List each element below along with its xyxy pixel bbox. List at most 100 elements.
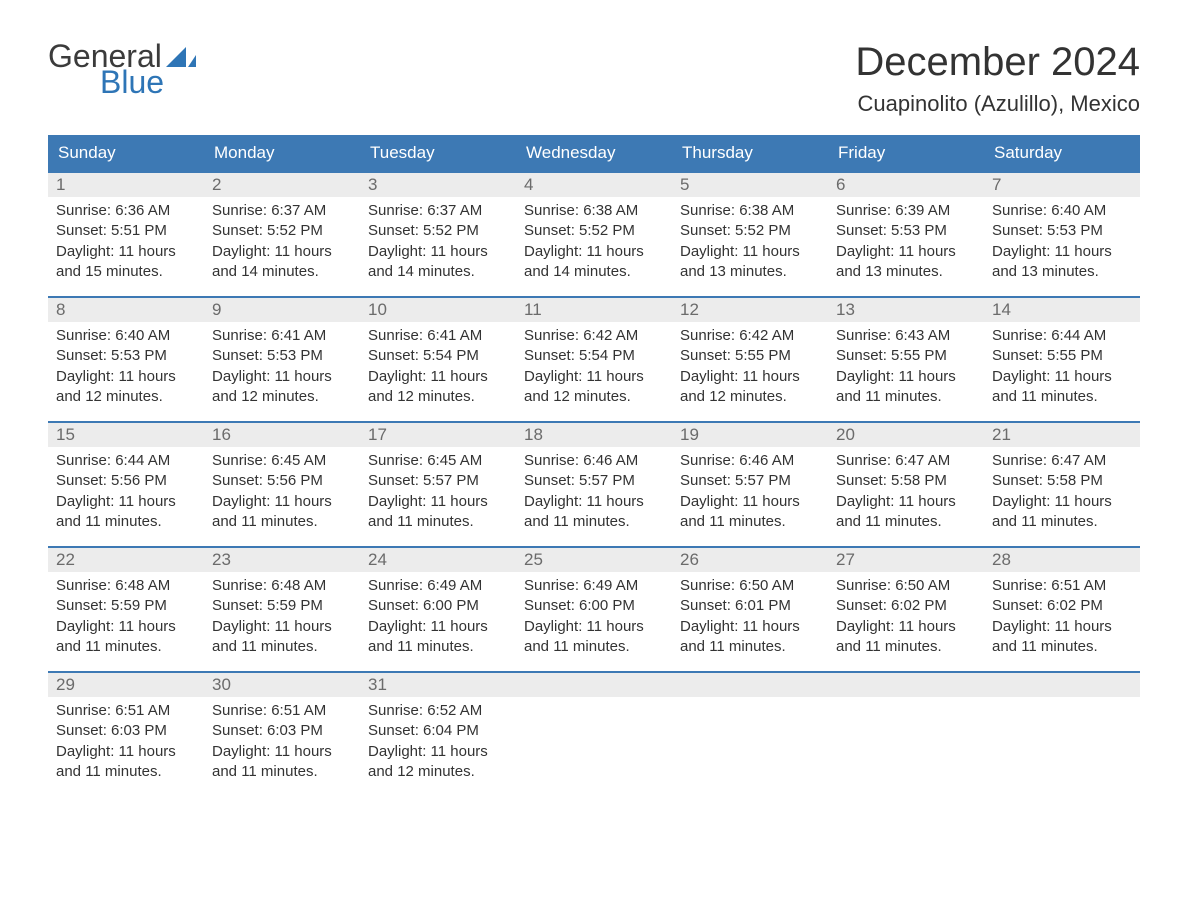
- day-details: Sunrise: 6:42 AMSunset: 5:55 PMDaylight:…: [672, 322, 828, 407]
- day-number: 18: [516, 423, 672, 447]
- daylight-line: Daylight: 11 hours and 11 minutes.: [212, 492, 352, 533]
- calendar-day: 2Sunrise: 6:37 AMSunset: 5:52 PMDaylight…: [204, 173, 360, 296]
- daylight-line: Daylight: 11 hours and 12 minutes.: [680, 367, 820, 408]
- daylight-line: Daylight: 11 hours and 15 minutes.: [56, 242, 196, 283]
- day-number: 19: [672, 423, 828, 447]
- sunrise-line: Sunrise: 6:47 AM: [836, 451, 976, 471]
- daylight-line: Daylight: 11 hours and 11 minutes.: [368, 617, 508, 658]
- day-number: [672, 673, 828, 697]
- calendar-day: 12Sunrise: 6:42 AMSunset: 5:55 PMDayligh…: [672, 298, 828, 421]
- calendar-day: 22Sunrise: 6:48 AMSunset: 5:59 PMDayligh…: [48, 548, 204, 671]
- daylight-line: Daylight: 11 hours and 14 minutes.: [524, 242, 664, 283]
- day-details: [516, 697, 672, 701]
- day-number: 4: [516, 173, 672, 197]
- daylight-line: Daylight: 11 hours and 12 minutes.: [368, 742, 508, 783]
- weekday-header: Saturday: [984, 135, 1140, 171]
- sunset-line: Sunset: 6:01 PM: [680, 596, 820, 616]
- sunset-line: Sunset: 5:57 PM: [524, 471, 664, 491]
- day-number: 5: [672, 173, 828, 197]
- day-number: 10: [360, 298, 516, 322]
- daylight-line: Daylight: 11 hours and 11 minutes.: [992, 492, 1132, 533]
- daylight-line: Daylight: 11 hours and 11 minutes.: [524, 492, 664, 533]
- calendar-day: 9Sunrise: 6:41 AMSunset: 5:53 PMDaylight…: [204, 298, 360, 421]
- calendar-day: 15Sunrise: 6:44 AMSunset: 5:56 PMDayligh…: [48, 423, 204, 546]
- sunrise-line: Sunrise: 6:40 AM: [992, 201, 1132, 221]
- day-number: 25: [516, 548, 672, 572]
- day-details: Sunrise: 6:43 AMSunset: 5:55 PMDaylight:…: [828, 322, 984, 407]
- daylight-line: Daylight: 11 hours and 13 minutes.: [680, 242, 820, 283]
- day-details: Sunrise: 6:38 AMSunset: 5:52 PMDaylight:…: [516, 197, 672, 282]
- calendar-day: 19Sunrise: 6:46 AMSunset: 5:57 PMDayligh…: [672, 423, 828, 546]
- sunrise-line: Sunrise: 6:44 AM: [992, 326, 1132, 346]
- day-details: Sunrise: 6:39 AMSunset: 5:53 PMDaylight:…: [828, 197, 984, 282]
- month-title: December 2024: [855, 40, 1140, 85]
- sunset-line: Sunset: 5:52 PM: [368, 221, 508, 241]
- day-details: Sunrise: 6:50 AMSunset: 6:02 PMDaylight:…: [828, 572, 984, 657]
- calendar-day: 23Sunrise: 6:48 AMSunset: 5:59 PMDayligh…: [204, 548, 360, 671]
- day-details: Sunrise: 6:45 AMSunset: 5:57 PMDaylight:…: [360, 447, 516, 532]
- daylight-line: Daylight: 11 hours and 11 minutes.: [368, 492, 508, 533]
- day-details: Sunrise: 6:50 AMSunset: 6:01 PMDaylight:…: [672, 572, 828, 657]
- sunrise-line: Sunrise: 6:38 AM: [524, 201, 664, 221]
- sunset-line: Sunset: 6:03 PM: [56, 721, 196, 741]
- day-details: Sunrise: 6:46 AMSunset: 5:57 PMDaylight:…: [516, 447, 672, 532]
- calendar-day: 29Sunrise: 6:51 AMSunset: 6:03 PMDayligh…: [48, 673, 204, 796]
- calendar-day: 11Sunrise: 6:42 AMSunset: 5:54 PMDayligh…: [516, 298, 672, 421]
- calendar-day: 10Sunrise: 6:41 AMSunset: 5:54 PMDayligh…: [360, 298, 516, 421]
- daylight-line: Daylight: 11 hours and 11 minutes.: [56, 492, 196, 533]
- day-details: Sunrise: 6:52 AMSunset: 6:04 PMDaylight:…: [360, 697, 516, 782]
- day-details: Sunrise: 6:38 AMSunset: 5:52 PMDaylight:…: [672, 197, 828, 282]
- day-number: 12: [672, 298, 828, 322]
- day-details: [828, 697, 984, 701]
- sunset-line: Sunset: 5:54 PM: [524, 346, 664, 366]
- calendar-week: 1Sunrise: 6:36 AMSunset: 5:51 PMDaylight…: [48, 171, 1140, 296]
- calendar-day: 3Sunrise: 6:37 AMSunset: 5:52 PMDaylight…: [360, 173, 516, 296]
- brand-logo: General Blue: [48, 40, 196, 98]
- day-number: 13: [828, 298, 984, 322]
- calendar-day: 5Sunrise: 6:38 AMSunset: 5:52 PMDaylight…: [672, 173, 828, 296]
- daylight-line: Daylight: 11 hours and 11 minutes.: [836, 492, 976, 533]
- sunrise-line: Sunrise: 6:45 AM: [212, 451, 352, 471]
- day-number: 17: [360, 423, 516, 447]
- daylight-line: Daylight: 11 hours and 11 minutes.: [524, 617, 664, 658]
- sunset-line: Sunset: 6:02 PM: [992, 596, 1132, 616]
- sunset-line: Sunset: 5:59 PM: [212, 596, 352, 616]
- sunset-line: Sunset: 5:55 PM: [992, 346, 1132, 366]
- day-details: Sunrise: 6:49 AMSunset: 6:00 PMDaylight:…: [360, 572, 516, 657]
- day-number: 30: [204, 673, 360, 697]
- brand-word-2: Blue: [100, 66, 196, 98]
- sunset-line: Sunset: 5:58 PM: [836, 471, 976, 491]
- weekday-header: Wednesday: [516, 135, 672, 171]
- daylight-line: Daylight: 11 hours and 11 minutes.: [212, 617, 352, 658]
- sunrise-line: Sunrise: 6:42 AM: [524, 326, 664, 346]
- sunrise-line: Sunrise: 6:37 AM: [368, 201, 508, 221]
- day-details: [984, 697, 1140, 701]
- day-details: Sunrise: 6:47 AMSunset: 5:58 PMDaylight:…: [828, 447, 984, 532]
- day-details: Sunrise: 6:51 AMSunset: 6:03 PMDaylight:…: [48, 697, 204, 782]
- calendar-day: [672, 673, 828, 796]
- sunrise-line: Sunrise: 6:46 AM: [680, 451, 820, 471]
- day-details: Sunrise: 6:41 AMSunset: 5:54 PMDaylight:…: [360, 322, 516, 407]
- calendar-body: 1Sunrise: 6:36 AMSunset: 5:51 PMDaylight…: [48, 171, 1140, 796]
- daylight-line: Daylight: 11 hours and 12 minutes.: [524, 367, 664, 408]
- weekday-header: Friday: [828, 135, 984, 171]
- day-details: Sunrise: 6:44 AMSunset: 5:55 PMDaylight:…: [984, 322, 1140, 407]
- calendar-day: 8Sunrise: 6:40 AMSunset: 5:53 PMDaylight…: [48, 298, 204, 421]
- daylight-line: Daylight: 11 hours and 13 minutes.: [836, 242, 976, 283]
- day-number: 8: [48, 298, 204, 322]
- sunset-line: Sunset: 5:51 PM: [56, 221, 196, 241]
- sunrise-line: Sunrise: 6:47 AM: [992, 451, 1132, 471]
- sunset-line: Sunset: 5:56 PM: [212, 471, 352, 491]
- calendar-day: 25Sunrise: 6:49 AMSunset: 6:00 PMDayligh…: [516, 548, 672, 671]
- day-details: Sunrise: 6:41 AMSunset: 5:53 PMDaylight:…: [204, 322, 360, 407]
- sunset-line: Sunset: 6:00 PM: [368, 596, 508, 616]
- weekday-header: Thursday: [672, 135, 828, 171]
- calendar-day: 21Sunrise: 6:47 AMSunset: 5:58 PMDayligh…: [984, 423, 1140, 546]
- sunset-line: Sunset: 5:53 PM: [992, 221, 1132, 241]
- daylight-line: Daylight: 11 hours and 11 minutes.: [680, 492, 820, 533]
- day-details: Sunrise: 6:51 AMSunset: 6:03 PMDaylight:…: [204, 697, 360, 782]
- sunrise-line: Sunrise: 6:51 AM: [992, 576, 1132, 596]
- sunrise-line: Sunrise: 6:51 AM: [56, 701, 196, 721]
- day-number: 2: [204, 173, 360, 197]
- sunset-line: Sunset: 6:03 PM: [212, 721, 352, 741]
